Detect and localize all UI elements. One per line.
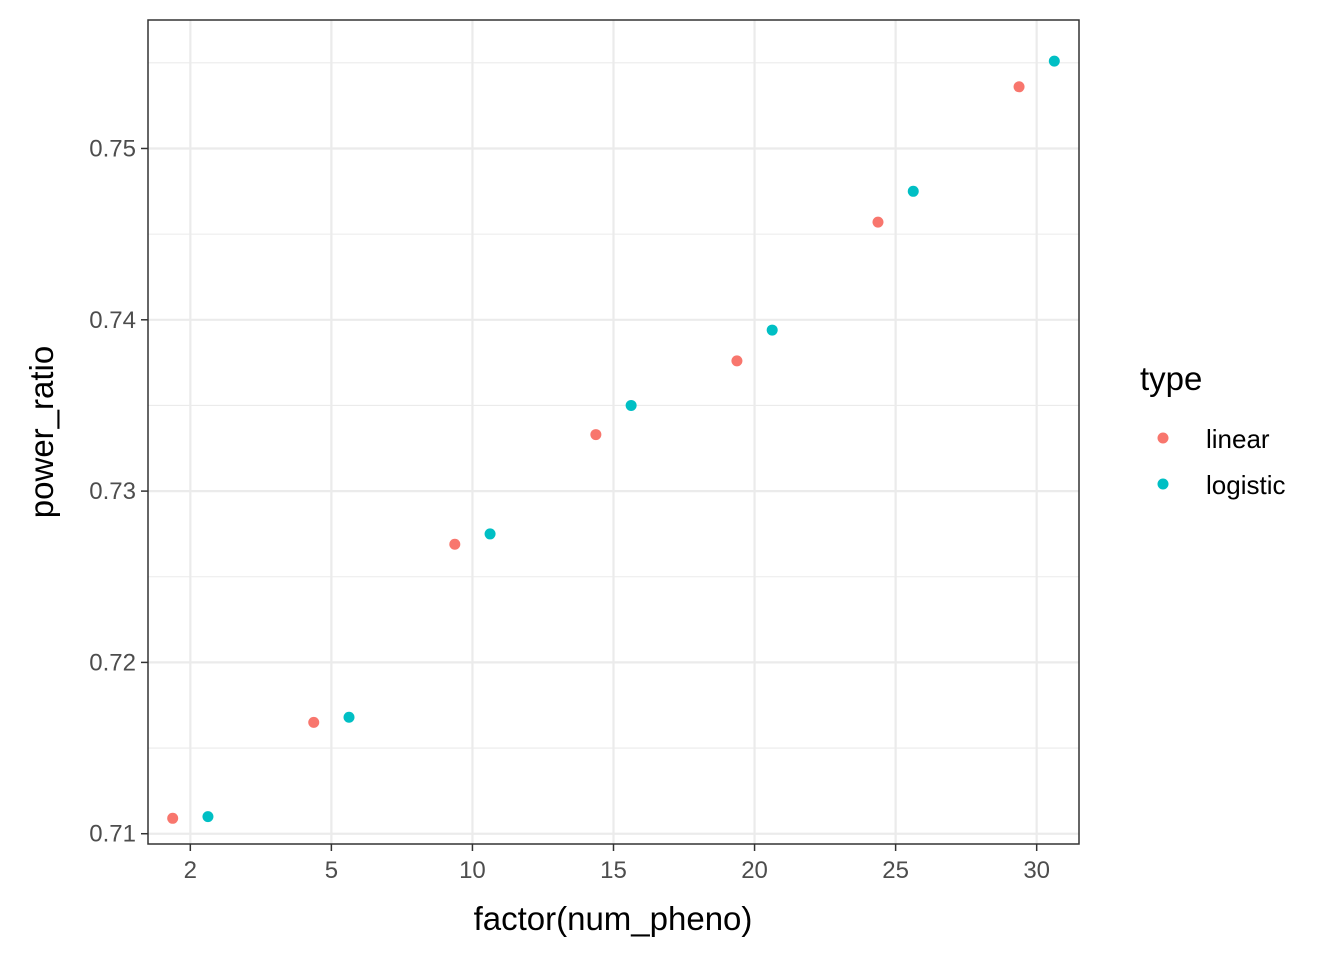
y-axis: 0.71 0.72 0.73 0.74 0.75 [89, 135, 148, 848]
legend-marker-logistic [1157, 478, 1169, 490]
point-logistic [766, 324, 778, 336]
point-linear [731, 355, 743, 367]
x-tick-label: 2 [184, 857, 197, 884]
point-logistic [202, 811, 214, 823]
legend-label-logistic: logistic [1206, 470, 1285, 500]
x-tick-label: 30 [1023, 857, 1050, 884]
x-axis: 2 5 10 15 20 25 30 [184, 844, 1050, 884]
data-points [167, 55, 1060, 824]
legend-title: type [1140, 360, 1202, 397]
point-linear [1013, 81, 1025, 93]
point-logistic [625, 399, 637, 411]
point-linear [167, 812, 179, 824]
y-tick-label: 0.71 [89, 821, 136, 848]
x-tick-label: 15 [600, 857, 627, 884]
y-axis-title: power_ratio [23, 346, 60, 518]
point-logistic [1048, 55, 1060, 67]
x-tick-label: 25 [882, 857, 909, 884]
y-tick-label: 0.74 [89, 307, 136, 334]
legend-label-linear: linear [1206, 424, 1270, 454]
point-linear [590, 429, 602, 441]
point-logistic [907, 185, 919, 197]
major-gridlines [148, 20, 1079, 844]
y-tick-label: 0.75 [89, 135, 136, 162]
point-linear [449, 538, 461, 550]
x-tick-label: 20 [741, 857, 768, 884]
x-axis-title: factor(num_pheno) [474, 900, 753, 937]
point-logistic [343, 711, 355, 723]
x-tick-label: 5 [325, 857, 338, 884]
y-tick-label: 0.73 [89, 478, 136, 505]
point-linear [308, 716, 320, 728]
x-tick-label: 10 [459, 857, 486, 884]
legend: type linear logistic [1140, 360, 1285, 500]
y-tick-label: 0.72 [89, 649, 136, 676]
point-logistic [484, 528, 496, 540]
legend-marker-linear [1157, 432, 1169, 444]
point-linear [872, 216, 884, 228]
